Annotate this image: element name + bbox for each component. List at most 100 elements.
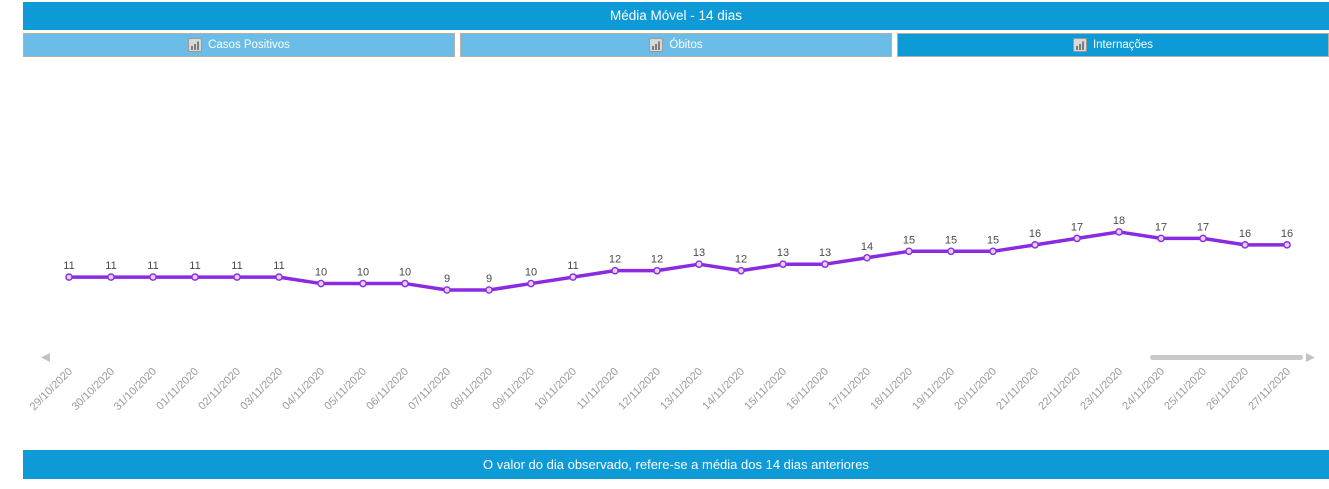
data-point-label: 15 [987, 234, 999, 246]
footer-note-bar: O valor do dia observado, refere-se a mé… [23, 450, 1329, 479]
tab-bar: Casos Positivos Óbitos Internações [23, 33, 1329, 57]
data-point[interactable] [905, 247, 913, 256]
x-axis-date-label: 07/11/2020 [406, 366, 453, 413]
data-point-label: 10 [357, 267, 369, 279]
tab-label: Óbitos [669, 39, 703, 51]
data-point-label: 11 [189, 260, 200, 272]
data-point-label: 17 [1071, 221, 1083, 233]
x-axis-date-label: 01/11/2020 [154, 366, 201, 413]
data-point[interactable] [401, 279, 409, 288]
data-point-label: 12 [609, 254, 621, 266]
x-axis-date-label: 06/11/2020 [364, 366, 411, 413]
x-axis-date-label: 04/11/2020 [280, 366, 327, 413]
data-point-label: 10 [525, 267, 537, 279]
data-point-label: 18 [1113, 215, 1125, 227]
data-point[interactable] [1241, 241, 1249, 249]
scrollbar-thumb[interactable] [1150, 355, 1303, 360]
x-axis-date-label: 02/11/2020 [196, 366, 243, 413]
data-point[interactable] [611, 266, 619, 275]
x-axis-date-label: 29/10/2020 [28, 366, 75, 413]
data-point-label: 10 [315, 267, 327, 279]
x-axis-date-label: 12/11/2020 [616, 366, 663, 413]
data-point[interactable] [485, 286, 493, 294]
data-point[interactable] [149, 273, 157, 281]
x-axis-date-label: 10/11/2020 [532, 366, 579, 413]
data-point[interactable] [233, 273, 241, 281]
data-point[interactable] [863, 253, 871, 262]
tab-internacoes[interactable]: Internações [897, 33, 1329, 57]
data-point[interactable] [1157, 234, 1165, 243]
data-point[interactable] [191, 273, 199, 281]
scroll-right-arrow-icon[interactable] [1306, 353, 1315, 362]
data-point-label: 17 [1197, 221, 1209, 233]
data-point[interactable] [527, 279, 535, 288]
data-point-label: 11 [273, 260, 284, 272]
x-axis-date-label: 13/11/2020 [658, 366, 705, 413]
x-axis-date-label: 15/11/2020 [742, 366, 789, 413]
tab-casos-positivos[interactable]: Casos Positivos [23, 33, 455, 57]
x-axis-date-label: 17/11/2020 [826, 366, 873, 413]
data-point[interactable] [737, 266, 745, 275]
data-point[interactable] [1073, 234, 1081, 243]
bar-chart-icon [1072, 38, 1087, 52]
x-axis-date-label: 20/11/2020 [952, 366, 999, 413]
data-point-label: 16 [1239, 228, 1251, 240]
x-axis-date-label: 05/11/2020 [322, 366, 369, 413]
x-axis-date-label: 14/11/2020 [700, 366, 747, 413]
data-point-label: 11 [63, 260, 74, 272]
data-point[interactable] [107, 273, 115, 281]
data-point-label: 16 [1029, 228, 1041, 240]
x-axis-date-label: 18/11/2020 [868, 366, 915, 413]
data-point[interactable] [1031, 241, 1039, 249]
data-point[interactable] [359, 279, 367, 288]
data-point-label: 10 [399, 267, 411, 279]
moving-average-line-chart: 11 29/10/2020 11 30/10/2020 11 31/10/2020 11 01… [28, 215, 1315, 413]
data-point-label: 9 [486, 273, 492, 285]
x-axis-date-label: 26/11/2020 [1204, 366, 1251, 413]
x-axis-date-label: 11/11/2020 [575, 366, 621, 412]
x-axis-date-label: 21/11/2020 [994, 366, 1041, 413]
data-point[interactable] [779, 260, 787, 268]
x-axis-date-label: 08/11/2020 [448, 366, 495, 413]
x-axis-date-label: 23/11/2020 [1078, 366, 1125, 413]
data-point-label: 13 [819, 247, 831, 259]
page-title: Média Móvel - 14 dias [23, 2, 1329, 30]
data-point-label: 11 [567, 260, 578, 272]
data-point[interactable] [695, 260, 703, 268]
data-point[interactable] [569, 273, 577, 281]
x-axis-date-label: 31/10/2020 [112, 366, 159, 413]
x-axis-date-label: 30/10/2020 [70, 366, 117, 413]
data-point-label: 17 [1155, 221, 1167, 233]
data-point[interactable] [1115, 228, 1123, 236]
data-point[interactable] [947, 247, 955, 256]
tab-label: Internações [1092, 39, 1154, 51]
bar-chart-icon [188, 38, 203, 52]
x-axis-date-label: 24/11/2020 [1120, 366, 1167, 413]
data-point-label: 13 [777, 247, 789, 259]
data-point[interactable] [275, 273, 283, 281]
page-title-text: Média Móvel - 14 dias [609, 8, 743, 23]
data-point-label: 16 [1281, 228, 1293, 240]
data-point[interactable] [821, 260, 829, 268]
series-line [67, 230, 1289, 292]
scroll-left-arrow-icon[interactable] [41, 353, 50, 362]
data-point[interactable] [65, 273, 73, 281]
data-point[interactable] [443, 286, 451, 294]
x-axis-date-label: 19/11/2020 [910, 366, 957, 413]
data-point[interactable] [1283, 241, 1291, 249]
x-axis-date-label: 27/11/2020 [1246, 366, 1293, 413]
data-point-label: 12 [651, 254, 663, 266]
tab-obitos[interactable]: Óbitos [460, 33, 892, 57]
data-point-label: 11 [105, 260, 116, 272]
data-point-label: 12 [735, 254, 747, 266]
data-point[interactable] [1199, 234, 1207, 243]
data-point-label: 14 [861, 241, 873, 253]
data-point-label: 11 [147, 260, 158, 272]
data-point[interactable] [989, 247, 997, 256]
x-axis-date-label: 22/11/2020 [1036, 366, 1083, 413]
footer-note-text: O valor do dia observado, refere-se a mé… [483, 457, 869, 472]
data-point-label: 15 [903, 234, 915, 246]
data-point-label: 11 [231, 260, 242, 272]
data-point[interactable] [653, 266, 661, 275]
data-point[interactable] [317, 279, 325, 288]
